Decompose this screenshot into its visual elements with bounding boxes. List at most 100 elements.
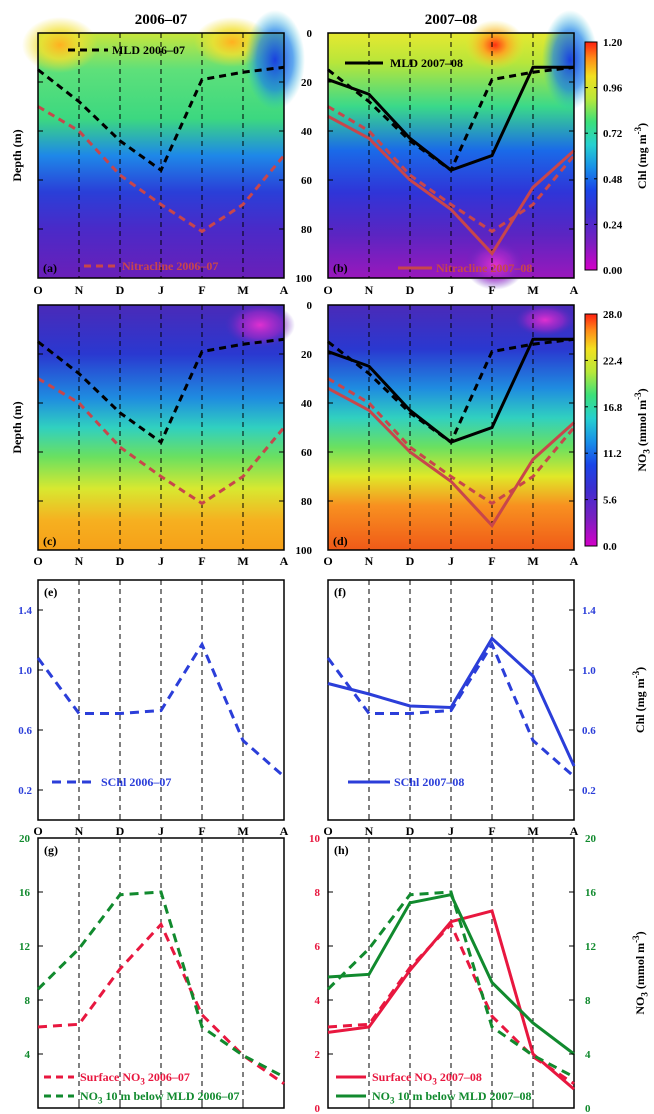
month-label: J (448, 824, 454, 838)
series-mld-2007-08 (327, 337, 574, 444)
y-tick-label: 12 (19, 941, 31, 953)
month-label: A (570, 824, 579, 838)
y-tick-label: 10 (309, 833, 321, 845)
month-label: F (198, 554, 205, 568)
colorbar-no3-label-part: ) (635, 388, 649, 392)
panel-g: (g) (36, 837, 285, 1109)
colorbar-tick-label: 0.72 (603, 128, 623, 140)
chl-axis-label-part: -3 (631, 670, 641, 678)
no3-axis-label-part: 3 (640, 992, 650, 997)
panel-label-a: (a) (43, 261, 57, 275)
month-label: N (365, 283, 374, 297)
month-label: J (448, 283, 454, 297)
legend-g-surface: Surface NO3 2006–07 (80, 1070, 190, 1087)
legend-h-below-part: 10 m below MLD 2007–08 (395, 1089, 532, 1103)
depth-tick-label: 80 (301, 496, 313, 508)
colorbar-no3-label-part: 3 (642, 449, 652, 454)
colorbar-no3-label-part: (mmol m (635, 400, 649, 449)
colorbar-tick-label: 28.0 (603, 309, 623, 321)
panel-d (327, 304, 576, 551)
heatmap-feature (245, 10, 305, 110)
month-label: A (280, 824, 289, 838)
y-tick-label: 0.6 (18, 725, 32, 737)
month-label: O (33, 554, 42, 568)
depth-tick-label: 60 (301, 175, 313, 187)
no3-axis-label-part: ) (633, 931, 647, 935)
panel-frame (37, 304, 285, 551)
depth-tick-label: 60 (301, 447, 313, 459)
depth-tick-label: 100 (296, 273, 313, 285)
depth-tick-label: 80 (301, 224, 313, 236)
month-label: N (75, 283, 84, 297)
series-nitracline-2007-08 (327, 386, 576, 528)
title-right: 2007–08 (425, 12, 478, 28)
series-nitracline-2006-07 (327, 377, 576, 506)
legend-g-surface-part: 2006–07 (145, 1070, 190, 1084)
y-tick-label: 16 (585, 887, 597, 899)
no3-axis-label-part: -3 (631, 935, 641, 943)
month-label: O (323, 554, 332, 568)
heatmap-feature (542, 10, 598, 110)
month-label: F (488, 824, 495, 838)
y-tick-label: 2 (315, 1049, 321, 1061)
legend-h-below-part: 3 (390, 1096, 395, 1106)
month-label: D (406, 554, 415, 568)
heatmap-feature (22, 17, 98, 73)
series-schl-2006-07 (36, 641, 285, 778)
title-left: 2006–07 (135, 12, 188, 28)
panel-b (327, 10, 598, 290)
month-label: J (158, 554, 164, 568)
panel-frame (37, 32, 285, 279)
y-tick-label: 12 (585, 941, 597, 953)
month-label: A (570, 283, 579, 297)
depth-axis-label: Depth (m) (10, 129, 24, 181)
y-tick-label: 20 (19, 833, 31, 845)
legend-h-surface: Surface NO3 2007–08 (372, 1070, 482, 1087)
colorbar-chl-label-part: -3 (633, 126, 643, 134)
colorbar-tick-label: 0.24 (603, 219, 623, 231)
month-label: D (406, 824, 415, 838)
legend-a-nitracline: Nitracline 2006–07 (122, 259, 218, 273)
y-tick-label: 4 (25, 1049, 31, 1061)
depth-axis-label: Depth (m) (10, 401, 24, 453)
colorbar-tick-label: 0.96 (603, 83, 623, 95)
panel-frame (327, 32, 575, 279)
legend-e-schl: SChl 2006–07 (101, 775, 171, 789)
chl-axis-label-part: Chl (mg m (633, 678, 647, 733)
series-surface-no3-2006-07 (327, 921, 575, 1085)
month-label: A (570, 554, 579, 568)
depth-tick-label: 0 (307, 300, 313, 312)
legend-g-below-part: NO (80, 1089, 98, 1103)
series-surface-no3-2006-07 (37, 921, 285, 1085)
series-mld-2006-07 (37, 337, 285, 445)
month-label: N (365, 554, 374, 568)
y-tick-label: 0 (315, 1103, 321, 1114)
legend-h-surface-part: 3 (432, 1077, 437, 1087)
series-schl-2007-08 (327, 636, 576, 767)
panel-label: (f) (334, 585, 346, 599)
y-tick-label: 1.4 (582, 605, 596, 617)
panel-a (22, 10, 305, 279)
y-tick-label: 0.6 (582, 725, 596, 737)
no3-axis-label: NO3 (mmol m-3) (631, 931, 649, 1014)
month-label: F (488, 283, 495, 297)
month-label: A (280, 283, 289, 297)
month-label: M (527, 554, 538, 568)
chl-axis-label-part: ) (633, 667, 647, 671)
month-label: O (33, 824, 42, 838)
month-label: A (280, 554, 289, 568)
heatmap-feature (515, 304, 575, 336)
y-tick-label: 0 (585, 1103, 591, 1114)
colorbar (584, 313, 598, 547)
month-label: D (116, 554, 125, 568)
month-label: J (158, 824, 164, 838)
panel-label: (e) (44, 585, 57, 599)
y-tick-label: 4 (315, 995, 321, 1007)
no3-axis-label-part: NO (633, 997, 647, 1015)
y-tick-label: 1.0 (582, 665, 596, 677)
month-label: N (365, 824, 374, 838)
panel-label-b: (b) (333, 261, 348, 275)
colorbar-no3-label-part: -3 (633, 392, 643, 400)
colorbar-no3-label-part: NO (635, 454, 649, 472)
series-schl-2006-07 (326, 641, 575, 778)
